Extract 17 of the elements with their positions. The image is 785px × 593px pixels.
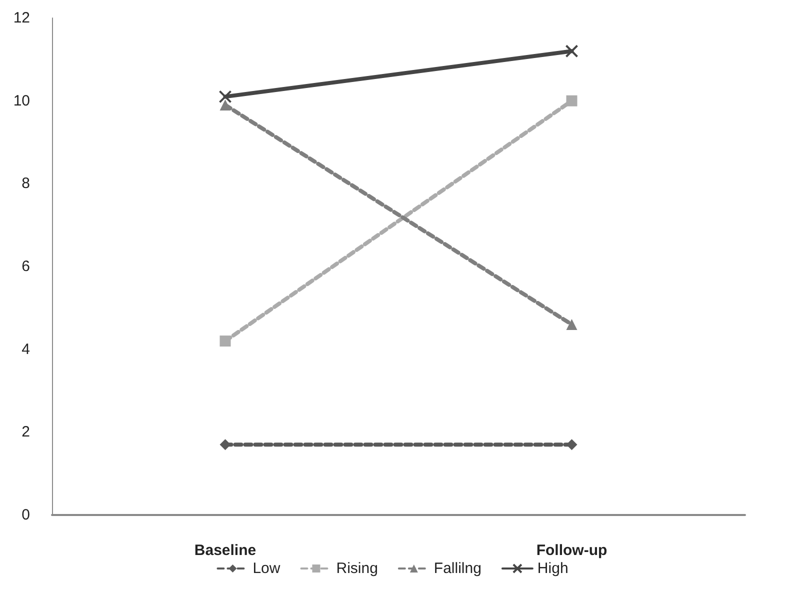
y-tick-label: 12: [13, 10, 30, 26]
point: [566, 95, 578, 106]
point: [218, 90, 232, 104]
legend-label: Rising: [336, 560, 378, 577]
y-tick-label: 4: [22, 340, 30, 358]
y-tick-label: 8: [22, 175, 30, 192]
x-tick-label: Follow-up: [536, 542, 608, 559]
legend-label: High: [537, 560, 568, 577]
point: [220, 336, 231, 347]
legend-label: Fallilng: [434, 560, 482, 577]
x-tick-label: Baseline: [194, 542, 256, 559]
point: [565, 44, 578, 58]
legend-label: Low: [252, 560, 280, 577]
y-tick-label: 6: [22, 258, 30, 275]
y-tick-label: 0: [22, 506, 30, 524]
y-tick-label: 2: [22, 424, 30, 441]
y-tick-label: 10: [13, 92, 30, 110]
